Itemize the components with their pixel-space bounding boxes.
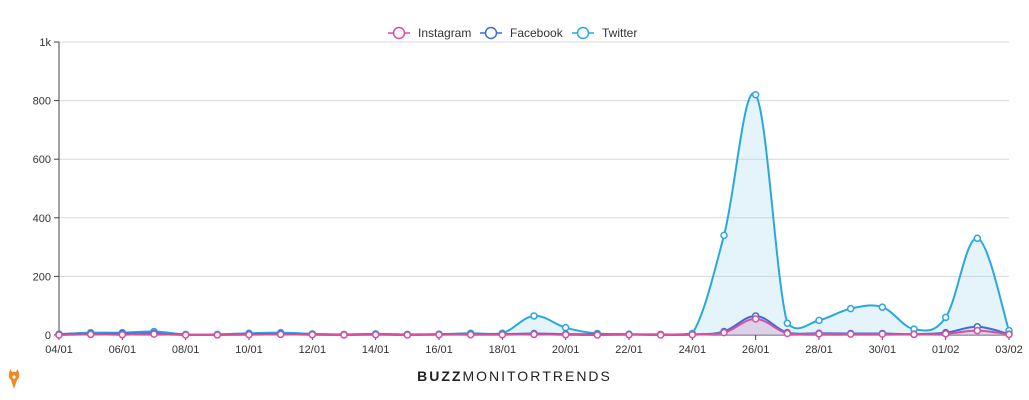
twitter-point [815, 316, 823, 325]
instagram-point [498, 330, 507, 339]
y-tick-label: 200 [33, 271, 51, 283]
x-tick-label: 20/01 [552, 344, 580, 356]
x-tick-label: 18/01 [489, 344, 517, 356]
instagram-point [783, 329, 792, 338]
instagram-point [403, 331, 412, 339]
twitter-point [973, 234, 982, 243]
instagram-point [878, 330, 887, 338]
x-tick-label: 01/02 [932, 344, 960, 356]
instagram-area [59, 318, 1009, 335]
x-tick-label: 24/01 [679, 344, 707, 356]
instagram-point [435, 330, 443, 339]
instagram-point [656, 331, 665, 339]
instagram-point [815, 330, 823, 338]
brand-monitor: MONITOR [462, 368, 543, 384]
y-tick-label: 1k [39, 37, 51, 49]
instagram-point [751, 315, 760, 323]
legend-swatch-marker [392, 26, 406, 40]
twitter-point [846, 304, 855, 313]
twitter-point [530, 312, 538, 320]
instagram-point [150, 330, 158, 338]
instagram-point [466, 330, 475, 339]
y-tick-label: 800 [33, 96, 51, 108]
twitter-point [783, 319, 792, 328]
x-tick-label: 06/01 [109, 344, 137, 356]
instagram-point [1005, 330, 1013, 339]
instagram-point [625, 330, 633, 339]
instagram-point [941, 330, 950, 338]
twitter-point [720, 231, 728, 240]
x-tick-label: 08/01 [172, 344, 200, 356]
instagram-point [213, 331, 222, 339]
instagram-point [340, 331, 348, 339]
y-tick-label: 0 [45, 330, 51, 342]
legend-swatch-marker [484, 26, 498, 40]
instagram-point [181, 331, 190, 339]
legend-item-instagram[interactable]: Instagram [388, 26, 471, 40]
x-tick-label: 28/01 [805, 344, 833, 356]
instagram-point [910, 330, 918, 339]
legend-label: Instagram [418, 26, 471, 40]
y-tick-label: 400 [33, 213, 51, 225]
legend-label: Facebook [510, 26, 564, 40]
instagram-point [530, 330, 538, 339]
x-tick-label: 14/01 [362, 344, 390, 356]
legend-swatch-marker [576, 26, 590, 40]
instagram-point [308, 330, 317, 339]
twitter-point [561, 323, 570, 332]
instagram-point [561, 330, 570, 339]
twitter-line [58, 92, 1010, 336]
instagram-point [371, 330, 380, 339]
instagram-point [846, 330, 855, 338]
twitter-point [941, 313, 950, 322]
instagram-point [55, 331, 63, 339]
legend-label: Twitter [602, 26, 637, 40]
instagram-point [688, 330, 697, 339]
legend: Instagram Facebook Twitter [388, 26, 637, 40]
twitter-point [878, 303, 887, 311]
brand-buzz: BUZZ [417, 368, 463, 384]
twitter-area [59, 93, 1009, 335]
x-tick-label: 22/01 [615, 344, 643, 356]
x-tick-label: 04/01 [45, 344, 73, 356]
y-tick-label: 600 [33, 154, 51, 166]
x-tick-label: 26/01 [742, 344, 770, 356]
facebook-area [59, 315, 1009, 335]
x-tick-label: 30/01 [869, 344, 897, 356]
instagram-point [245, 330, 253, 339]
grid-layer [59, 41, 1009, 277]
flame-icon [8, 369, 20, 389]
instagram-point [593, 331, 602, 339]
brand-trends: TRENDS [542, 368, 612, 384]
legend-item-facebook[interactable]: Facebook [480, 26, 564, 40]
x-tick-label: 10/01 [235, 344, 263, 356]
x-tick-label: 16/01 [425, 344, 453, 356]
instagram-point [973, 326, 982, 335]
x-tick-label: 03/02 [995, 344, 1023, 356]
instagram-point [86, 330, 95, 339]
instagram-point [720, 328, 728, 337]
instagram-point [118, 330, 127, 339]
brand-logo: BUZZMONITOR TRENDS [0, 368, 1029, 389]
series-layer [55, 90, 1013, 339]
x-tick-label: 12/01 [299, 344, 327, 356]
twitter-point [751, 90, 760, 99]
legend-item-twitter[interactable]: Twitter [572, 26, 637, 40]
instagram-point [276, 330, 285, 339]
